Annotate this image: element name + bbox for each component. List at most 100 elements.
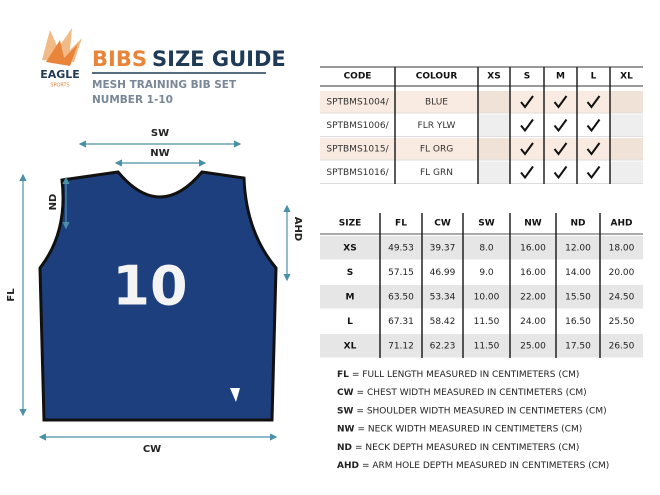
- fl-label: FL: [6, 288, 17, 302]
- subtitle: MESH TRAINING BIB SET: [92, 79, 237, 91]
- code: SPTBMS1006/: [326, 121, 389, 131]
- legend-entry: FL = FULL LENGTH MEASURED IN CENTIMETERS …: [337, 370, 579, 380]
- legend-abbr: SW: [337, 406, 353, 416]
- measurement: 15.50: [565, 292, 591, 302]
- measurement: 25.50: [609, 317, 635, 327]
- measurement: 62.23: [430, 341, 456, 351]
- title-main: SIZE GUIDE: [152, 47, 286, 71]
- measurement: 25.00: [520, 341, 546, 351]
- size-name: S: [347, 268, 353, 278]
- column-header: CODE: [344, 72, 372, 82]
- legend-entry: SW = SHOULDER WIDTH MEASURED IN CENTIMETE…: [337, 406, 607, 416]
- measurement: 63.50: [388, 292, 414, 302]
- measurement: 24.50: [609, 292, 635, 302]
- cell-bg: [478, 161, 510, 184]
- measurement: 22.00: [520, 292, 546, 302]
- column-header: SIZE: [339, 219, 362, 229]
- legend-text: = SHOULDER WIDTH MEASURED IN CENTIMETERS…: [356, 406, 606, 416]
- legend-entry: CW = CHEST WIDTH MEASURED IN CENTIMETERS …: [337, 388, 587, 398]
- legend-entry: ND = NECK DEPTH MEASURED IN CENTIMETERS (…: [337, 442, 579, 452]
- cell-bg: [478, 114, 510, 137]
- cell-bg: [610, 91, 643, 113]
- nw-label: NW: [150, 148, 169, 159]
- measurement: 16.00: [520, 243, 546, 253]
- column-header: COLOUR: [416, 72, 458, 82]
- measurement: 9.0: [479, 268, 494, 278]
- measurement: 11.50: [474, 341, 500, 351]
- measurement: 16.50: [565, 317, 591, 327]
- check-mark: [586, 118, 601, 133]
- check-mark: [553, 165, 568, 180]
- measurement: 53.34: [430, 292, 456, 302]
- nd-label: ND: [48, 194, 59, 211]
- colour: FL ORG: [420, 145, 453, 155]
- column-header: ND: [570, 219, 585, 229]
- size-name: XL: [344, 341, 357, 351]
- column-header: XS: [487, 72, 500, 82]
- code: SPTBMS1004/: [326, 98, 389, 108]
- measurement: 39.37: [430, 243, 456, 253]
- check-mark: [520, 95, 534, 109]
- sw-label: SW: [151, 128, 169, 139]
- check-mark: [520, 142, 534, 156]
- cell-bg: [610, 138, 643, 160]
- check-mark: [586, 95, 601, 109]
- column-header: L: [591, 72, 597, 82]
- measurement: 16.00: [520, 268, 546, 278]
- measurement: 58.42: [430, 317, 456, 327]
- brand-tagline: SPORTS: [50, 83, 69, 89]
- size-name: L: [347, 317, 353, 327]
- legend-abbr: NW: [337, 424, 355, 434]
- row-bg: [320, 260, 643, 284]
- cell-bg: [610, 161, 643, 184]
- legend-abbr: CW: [337, 388, 354, 398]
- column-header: NW: [524, 219, 542, 229]
- measurement: 10.00: [474, 292, 500, 302]
- brand-name: EAGLE: [40, 68, 80, 81]
- check-mark: [586, 165, 601, 180]
- legend-text: = NECK DEPTH MEASURED IN CENTIMETERS (CM…: [355, 442, 579, 452]
- column-header: FL: [395, 219, 407, 229]
- measurement: 17.50: [565, 341, 591, 351]
- subtitle: NUMBER 1-10: [92, 94, 173, 106]
- measurement: 11.50: [474, 317, 500, 327]
- measurement: 12.00: [565, 243, 591, 253]
- legend-abbr: FL: [337, 370, 349, 380]
- legend-text: = ARM HOLE DEPTH MEASURED IN CENTIMETERS…: [362, 461, 609, 471]
- legend-entry: AHD = ARM HOLE DEPTH MEASURED IN CENTIMET…: [337, 461, 609, 471]
- check-mark: [553, 118, 568, 133]
- bib: 10: [38, 170, 278, 422]
- measurement: 26.50: [609, 341, 635, 351]
- cell-bg: [478, 91, 510, 113]
- cell-bg: [610, 114, 643, 137]
- measurement: 57.15: [388, 268, 414, 278]
- ahd-label: AHD: [292, 217, 303, 241]
- legend-text: = CHEST WIDTH MEASURED IN CENTIMETERS (C…: [357, 388, 587, 398]
- colour: BLUE: [425, 98, 448, 108]
- legend-entry: NW = NECK WIDTH MEASURED IN CENTIMETERS (…: [337, 424, 582, 434]
- row-bg: [320, 334, 643, 358]
- measurement: 71.12: [388, 341, 414, 351]
- check-mark: [553, 95, 568, 109]
- title-accent: BIBS: [92, 47, 146, 71]
- legend-abbr: ND: [337, 442, 352, 452]
- column-header: S: [524, 72, 530, 82]
- legend-text: = FULL LENGTH MEASURED IN CENTIMETERS (C…: [352, 370, 580, 380]
- legend-abbr: AHD: [337, 461, 359, 471]
- measurement: 24.00: [520, 317, 546, 327]
- code: SPTBMS1016/: [326, 168, 389, 178]
- measurement: 46.99: [430, 268, 456, 278]
- measurement: 18.00: [609, 243, 635, 253]
- row-bg: [320, 285, 643, 309]
- measurement: 8.0: [479, 243, 494, 253]
- row-bg: [320, 236, 643, 260]
- column-header: M: [556, 72, 565, 82]
- size-name: M: [346, 292, 355, 302]
- code: SPTBMS1015/: [326, 145, 389, 155]
- colour: FLR YLW: [418, 121, 456, 131]
- cell-bg: [478, 138, 510, 160]
- colour: FL GRN: [420, 168, 453, 178]
- measurement: 67.31: [388, 317, 414, 327]
- column-header: XL: [620, 72, 633, 82]
- check-mark: [520, 118, 534, 133]
